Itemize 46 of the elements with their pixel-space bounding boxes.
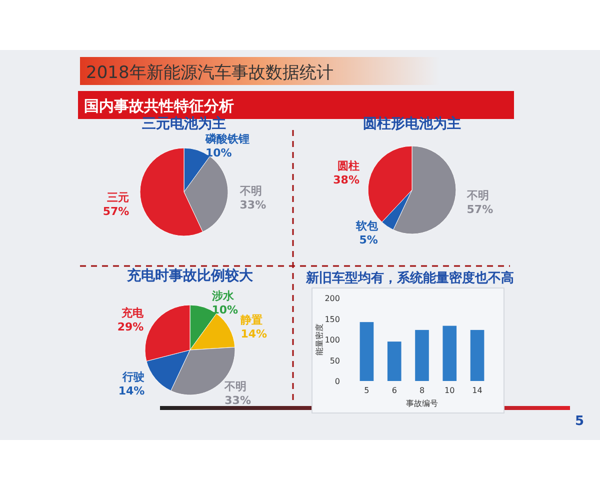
data-label: 38% — [333, 174, 360, 187]
slice-label: 三元 — [107, 190, 130, 204]
data-label: 29% — [117, 320, 144, 334]
slice-label: 圆柱 — [338, 160, 360, 173]
bar — [442, 326, 457, 381]
data-label: 14% — [240, 327, 268, 340]
slice-label: 行驶 — [122, 370, 145, 384]
x-tick-label: 8 — [419, 386, 425, 395]
chart-title: 充电时事故比例较大 — [126, 267, 254, 284]
slice-label: 涉水 — [210, 289, 235, 302]
x-tick-label: 5 — [364, 386, 370, 395]
bar — [387, 342, 402, 381]
slice-label: 充电 — [120, 306, 145, 320]
x-tick-label: 10 — [444, 386, 455, 395]
bar — [415, 330, 429, 381]
data-label: 10% — [212, 303, 238, 316]
slice-label: 不明 — [238, 184, 262, 198]
data-label: 57% — [466, 202, 494, 216]
bar — [360, 322, 374, 381]
y-tick-label: 200 — [324, 294, 340, 303]
y-axis-title: 能量密度 — [315, 324, 324, 356]
slice-label: 不明 — [224, 380, 247, 394]
data-label: 10% — [205, 146, 232, 160]
chart-title: 圆柱形电池为主 — [363, 115, 461, 132]
text: 5 — [574, 414, 584, 429]
data-label: 5% — [359, 233, 378, 246]
slice-label: 静置 — [240, 313, 263, 326]
x-tick-label: 6 — [392, 386, 397, 395]
y-tick-label: 50 — [330, 356, 340, 366]
slice-label: 磷酸铁锂 — [204, 132, 250, 146]
x-axis-title: 事故编号 — [406, 399, 438, 408]
data-label: 57% — [102, 204, 130, 218]
chart-title: 新旧车型均有，系统能量密度也不高 — [305, 270, 514, 286]
slice-label: 软包 — [354, 219, 379, 232]
data-label: 14% — [118, 384, 145, 398]
text: 2018年新能源汽车事故数据统计 — [86, 63, 334, 83]
data-label: 33% — [240, 198, 266, 212]
bar — [470, 330, 484, 381]
y-tick-label: 150 — [324, 314, 340, 324]
data-label: 33% — [224, 394, 252, 408]
text: 国内事故共性特征分析 — [84, 97, 234, 115]
slice-label: 不明 — [466, 188, 489, 202]
y-tick-label: 100 — [324, 336, 340, 344]
chart-title: 三元电池为主 — [142, 115, 226, 132]
y-tick-label: 0 — [334, 377, 340, 386]
x-tick-label: 14 — [472, 386, 482, 395]
